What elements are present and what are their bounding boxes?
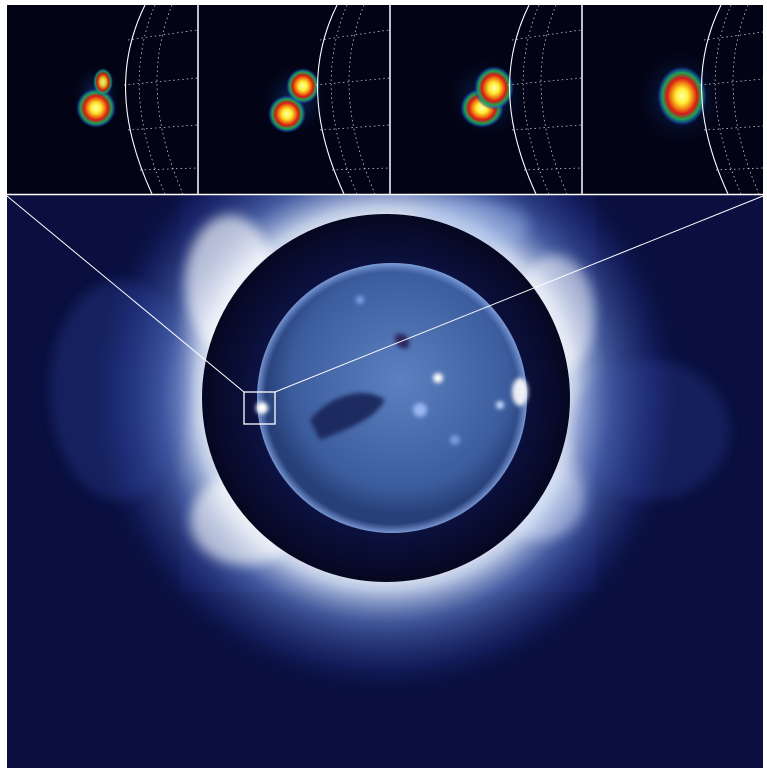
active-regions bbox=[256, 296, 528, 445]
zoom-panel-3 bbox=[442, 5, 581, 194]
zoom-panel-4 bbox=[630, 5, 763, 194]
zoom-line-right bbox=[274, 195, 764, 393]
zoom-panels bbox=[7, 5, 763, 196]
zoom-panel-1 bbox=[69, 5, 197, 194]
zoom-region-box bbox=[243, 391, 276, 425]
zoom-panel-2 bbox=[257, 5, 389, 194]
zoom-line-left bbox=[6, 195, 245, 393]
main-panel bbox=[6, 98, 764, 768]
